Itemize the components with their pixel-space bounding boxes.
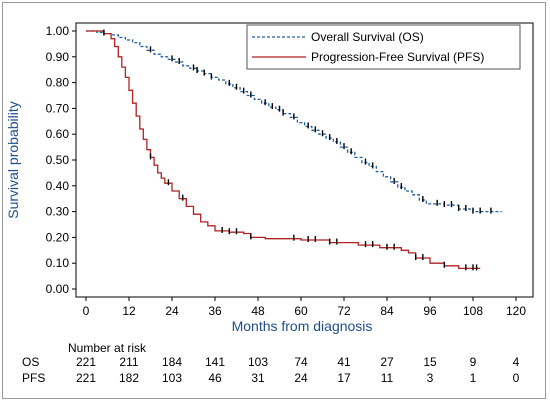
y-tick-label: 0.80 [46,76,70,90]
x-tick-label: 12 [122,304,136,318]
risk-row-label-os: OS [22,355,39,369]
risk-value-pfs: 46 [208,371,222,385]
risk-value-pfs: 24 [294,371,308,385]
risk-value-os: 211 [119,355,138,369]
x-tick-label: 120 [506,304,526,318]
x-tick-label: 84 [380,304,394,318]
y-tick-label: 1.00 [46,24,70,38]
x-tick-label: 96 [423,304,437,318]
legend-os-label: Overall Survival (OS) [311,30,424,44]
y-tick-label: 0.50 [46,153,70,167]
risk-row-label-pfs: PFS [22,371,45,385]
risk-value-os: 141 [205,355,225,369]
y-tick-label: 0.40 [46,179,70,193]
x-tick-label: 72 [337,304,351,318]
legend: Overall Survival (OS) Progression-Free S… [246,24,521,70]
risk-value-pfs: 103 [162,371,182,385]
risk-value-pfs: 1 [470,371,477,385]
x-tick-label: 108 [463,304,483,318]
risk-table: Number at risk OS PFS 221 211 184 141 103 74 4… [22,341,520,385]
x-tick-label: 60 [294,304,308,318]
risk-value-pfs: 17 [337,371,351,385]
y-tick-label: 0.70 [46,101,70,115]
legend-box [246,24,521,70]
risk-value-pfs: 11 [381,371,394,385]
risk-value-pfs: 0 [513,371,520,385]
risk-value-os: 221 [76,355,96,369]
y-tick-label: 0.60 [46,127,70,141]
y-tick-label: 0.10 [46,256,70,270]
risk-value-os: 4 [513,355,520,369]
plot-area: 0.00 0.10 0.20 0.30 0.40 0.50 0.60 0.70 0.80 0.90… [46,22,534,318]
risk-value-os: 74 [294,355,308,369]
x-axis-title: Months from diagnosis [232,318,373,334]
x-tick-label: 48 [251,304,265,318]
y-tick-label: 0.00 [46,282,70,296]
y-tick-label: 0.20 [46,230,70,244]
risk-value-pfs: 221 [76,371,96,385]
risk-value-os: 9 [470,355,477,369]
risk-value-os: 184 [162,355,182,369]
y-axis-title: Survival probability [5,101,21,219]
risk-value-pfs: 31 [251,371,265,385]
legend-pfs-label: Progression-Free Survival (PFS) [311,50,484,64]
risk-value-os: 27 [380,355,394,369]
risk-table-title: Number at risk [68,341,147,355]
risk-value-os: 41 [337,355,351,369]
risk-value-pfs: 182 [119,371,139,385]
risk-value-pfs: 3 [427,371,434,385]
x-tick-label: 36 [208,304,222,318]
risk-value-os: 15 [423,355,437,369]
x-tick-label: 0 [83,304,90,318]
x-tick-label: 24 [165,304,179,318]
series-pfs-line [86,30,481,270]
y-tick-label: 0.90 [46,50,70,64]
risk-value-os: 103 [248,355,268,369]
y-tick-label: 0.30 [46,205,70,219]
